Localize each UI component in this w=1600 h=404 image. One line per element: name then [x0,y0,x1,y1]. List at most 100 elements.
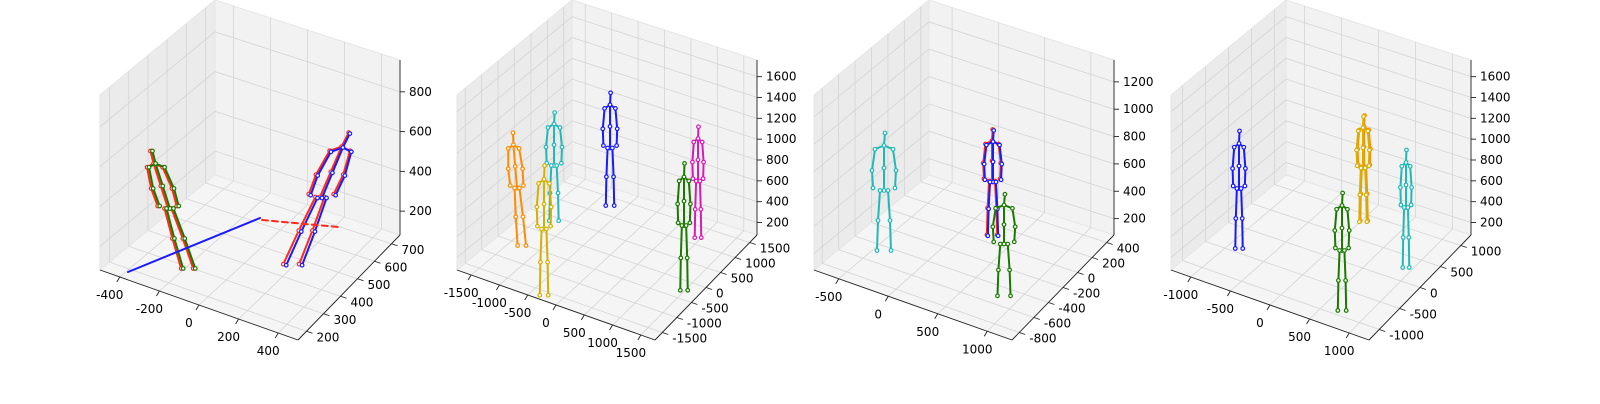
skeleton-pred-1-joint [151,149,155,153]
x-tick-label: -200 [136,302,163,316]
skeleton-1-bone [877,221,878,251]
skeleton-6-bone [540,229,541,262]
skeleton-pred-1-joint [163,165,167,169]
skeleton-4-bone [1349,231,1350,249]
x-tick [236,319,239,324]
skeleton-2-joint [544,145,548,149]
skeleton-pred-2-joint [299,230,303,234]
skeleton-1-bone [523,169,524,186]
x-tick [156,291,159,296]
z-tick-label: 400 [766,195,789,209]
skeleton-5-joint [680,224,684,228]
x-tick [1346,333,1349,338]
y-tick [1420,288,1426,290]
skeleton-1-joint [1239,187,1243,191]
skeleton-4-joint [1341,191,1345,195]
skeleton-4-joint [692,140,696,144]
z-tick-label: 1400 [766,91,797,105]
skeleton-1-joint [1235,187,1239,191]
skeleton-6-joint [546,260,550,264]
skeleton-2-joint [553,111,557,115]
skeleton-3-joint [1012,240,1016,244]
skeleton-4-joint [696,158,700,162]
skeleton-4-joint [1344,309,1348,313]
z-tick-label: 600 [1123,157,1146,171]
skeleton-6-joint [542,202,546,206]
y-tick [721,273,727,275]
skeleton-1-bone [1241,189,1242,219]
x-tick-label: 0 [542,316,550,330]
y-tick [1048,303,1054,305]
skeleton-3-joint [1002,203,1006,207]
skeleton-6-bone [537,207,538,226]
axes-3d-2: -1500-1000-500050010001500-1500-1000-500… [444,0,797,360]
z-tick-label: 1000 [1123,102,1154,116]
skeleton-5-joint [682,175,686,179]
skeleton-3-bone [606,148,607,177]
skeleton-6-joint [539,260,543,264]
x-tick [836,279,839,284]
y-tick-label: 500 [1450,266,1473,280]
skeleton-3-joint [997,268,1001,272]
skeleton-1-joint [513,186,517,190]
skeleton-4-joint [1340,204,1344,208]
skeleton-4-joint [701,177,705,181]
skeleton-5-joint [683,162,687,166]
z-tick-label: 200 [1480,216,1503,230]
skeleton-3-joint [1407,236,1411,240]
y-tick [1078,273,1084,275]
skeleton-pred-2-joint [313,230,317,234]
skeleton-1-joint [891,147,895,151]
skeleton-3-joint [996,294,1000,298]
skeleton-6-bone [540,262,541,295]
skeleton-2-joint [986,234,990,238]
skeleton-pred-2-joint [316,196,320,200]
y-tick [1107,243,1113,245]
y-tick [691,303,697,305]
y-tick-label: -200 [1073,287,1100,301]
skeleton-6-joint [546,293,550,297]
x-tick-label: 0 [1256,316,1264,330]
skeleton-pred-1-joint [177,204,181,208]
y-tick [1092,258,1098,260]
y-tick-label: 300 [334,313,357,327]
y-tick [307,331,313,333]
x-tick-label: -1000 [1163,288,1198,302]
skeleton-3-bone [1408,208,1409,238]
skeleton-2-joint [1357,220,1361,224]
skeleton-6-joint [538,293,542,297]
skeleton-5-bone [690,204,691,223]
x-tick-label: 500 [916,325,939,339]
skeleton-1-joint [893,186,897,190]
z-tick-label: 600 [766,174,789,188]
skeleton-1-bone [890,221,891,251]
y-tick-label: 200 [1102,257,1125,271]
skeleton-5-joint [684,224,688,228]
x-tick-label: 1000 [962,342,993,356]
skeleton-3-joint [992,240,996,244]
skeleton-3-joint [1404,183,1408,187]
skeleton-4-joint [693,208,697,212]
skeleton-3-joint [614,107,618,111]
skeleton-4-bone [695,181,696,209]
skeleton-2-joint [552,122,556,126]
skeleton-1-joint [522,184,526,188]
skeleton-2-bone [1360,168,1361,195]
x-tick [525,295,528,300]
z-tick-label: 200 [766,216,789,230]
skeleton-2-joint [998,143,1002,147]
y-tick [750,243,756,245]
skeleton-1-joint [1242,145,1246,149]
skeleton-5-joint [688,221,692,225]
skeleton-1-joint [1233,247,1237,251]
skeleton-2-joint [1362,115,1366,119]
x-tick-label: -400 [96,288,123,302]
skeleton-2-joint [999,178,1003,182]
z-tick-label: 1600 [766,70,797,84]
skeleton-2-joint [1000,162,1004,166]
skeleton-2-joint [1363,166,1367,170]
skeleton-3-joint [601,127,605,131]
skeleton-1-joint [878,189,882,193]
skeleton-2-joint [546,126,550,130]
